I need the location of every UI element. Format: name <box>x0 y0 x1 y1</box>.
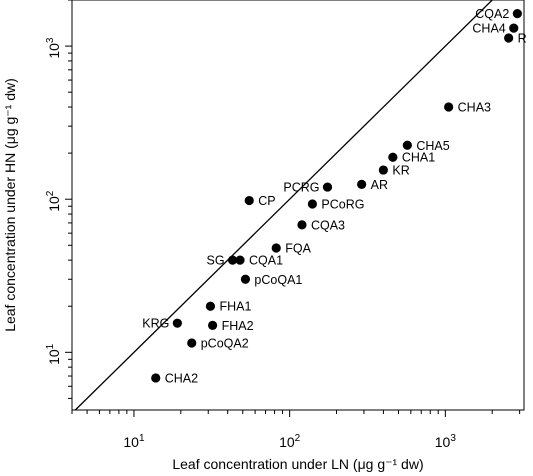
point-label: FHA1 <box>219 300 251 314</box>
plot-frame <box>71 0 525 411</box>
point-label: pCoQA1 <box>254 273 302 287</box>
point-label: CHA4 <box>472 22 505 36</box>
data-point <box>244 195 254 206</box>
x-tick-label: 102 <box>279 433 301 450</box>
point-label: KRG <box>142 317 169 331</box>
data-point <box>187 338 197 348</box>
point-label: R <box>518 31 527 45</box>
y-axis: 101 102 103 <box>45 0 72 399</box>
data-point <box>307 199 318 209</box>
data-point <box>357 179 367 189</box>
data-point <box>509 23 519 33</box>
y-tick-label: 101 <box>45 343 62 365</box>
data-point <box>388 152 398 162</box>
data-point <box>512 9 522 19</box>
point-label: AR <box>371 178 388 192</box>
data-point <box>271 243 281 253</box>
data-point <box>402 140 412 150</box>
point-label: CHA2 <box>165 371 198 385</box>
point-label: SG <box>207 254 225 268</box>
point-label: CQA1 <box>249 254 283 268</box>
point-label: FQA <box>285 242 311 256</box>
point-label: CHA5 <box>416 139 449 153</box>
data-point <box>322 182 333 192</box>
point-label: CHA3 <box>458 101 491 115</box>
point-label: PCRG <box>283 181 319 195</box>
data-point <box>504 33 514 43</box>
point-label: KR <box>392 164 409 178</box>
x-tick-label: 101 <box>123 433 145 450</box>
y-axis-label: Leaf concentration under HN (μg g⁻¹ dw) <box>2 78 18 332</box>
x-axis: 101 102 103 <box>71 410 521 450</box>
point-label: pCoQA2 <box>201 337 249 351</box>
x-axis-label: Leaf concentration under LN (μg g⁻¹ dw) <box>172 456 423 472</box>
data-point <box>444 102 454 112</box>
point-label: CP <box>258 194 275 208</box>
identity-line <box>74 0 493 411</box>
data-point <box>297 220 307 230</box>
data-point <box>240 274 251 284</box>
x-tick-label: 103 <box>435 433 457 450</box>
point-label: CQA2 <box>475 7 509 21</box>
point-label: FHA2 <box>222 319 254 333</box>
data-point <box>172 318 182 328</box>
data-point <box>205 301 216 311</box>
data-point <box>378 165 388 175</box>
data-point <box>208 320 218 330</box>
y-tick-label: 102 <box>45 190 62 212</box>
data-point <box>227 255 238 265</box>
data-point <box>151 373 161 383</box>
data-point <box>235 255 245 265</box>
point-label: CHA1 <box>402 151 435 165</box>
point-label: CQA3 <box>311 218 345 232</box>
point-label: PCoRG <box>321 198 364 212</box>
y-tick-label: 103 <box>45 37 62 59</box>
